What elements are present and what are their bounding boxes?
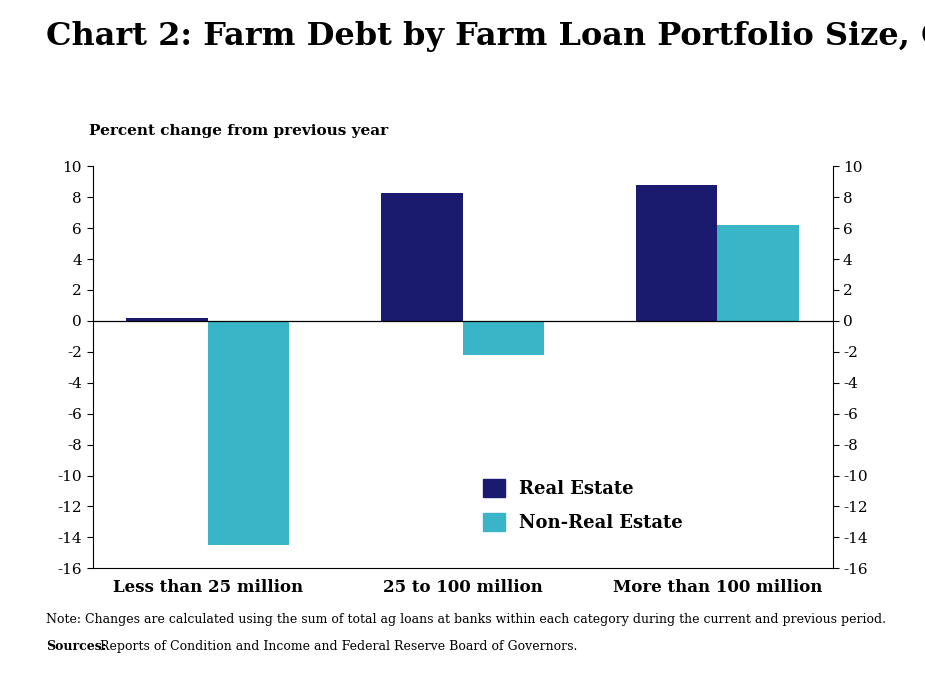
Bar <box>208 321 290 545</box>
Bar <box>462 321 544 355</box>
Legend: Real Estate, Non-Real Estate: Real Estate, Non-Real Estate <box>476 471 690 539</box>
Text: Chart 2: Farm Debt by Farm Loan Portfolio Size, Q1 2022: Chart 2: Farm Debt by Farm Loan Portfoli… <box>46 21 925 52</box>
Text: Note: Changes are calculated using the sum of total ag loans at banks within eac: Note: Changes are calculated using the s… <box>46 613 886 626</box>
Bar <box>381 193 462 321</box>
Text: Sources:: Sources: <box>46 640 106 653</box>
Bar <box>126 318 208 321</box>
Text: Percent change from previous year: Percent change from previous year <box>89 124 388 138</box>
Bar <box>635 185 717 321</box>
Bar <box>717 225 799 321</box>
Text: Reports of Condition and Income and Federal Reserve Board of Governors.: Reports of Condition and Income and Fede… <box>96 640 577 653</box>
